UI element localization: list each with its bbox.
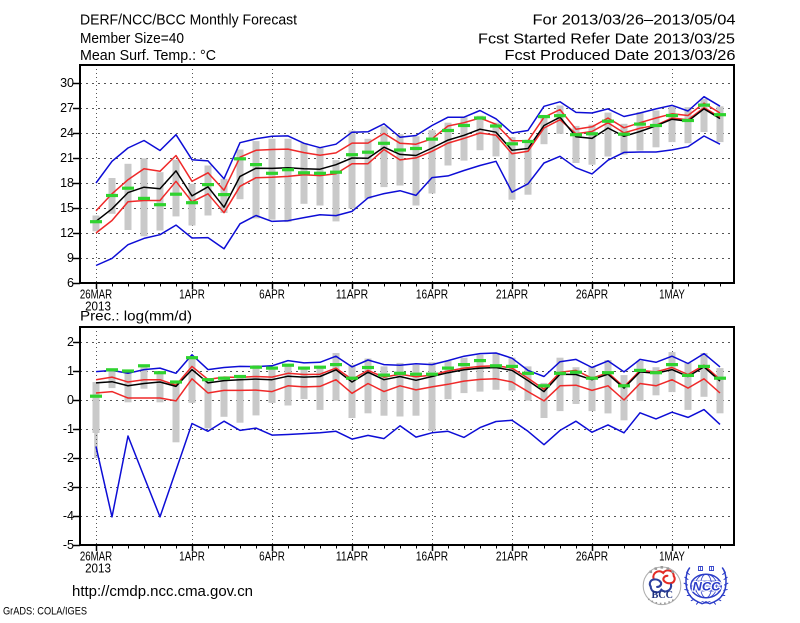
svg-text:Prec.: log(mm/d): Prec.: log(mm/d) xyxy=(80,309,192,324)
svg-text:GrADS: COLA/IGES: GrADS: COLA/IGES xyxy=(3,606,87,618)
svg-text:26MAR: 26MAR xyxy=(80,288,112,302)
svg-text:DERF/NCC/BCC Monthly Forecast: DERF/NCC/BCC Monthly Forecast xyxy=(80,12,298,29)
svg-text:http://cmdp.ncc.cma.gov.cn: http://cmdp.ncc.cma.gov.cn xyxy=(72,583,253,600)
svg-text:6: 6 xyxy=(67,276,74,290)
svg-text:21APR: 21APR xyxy=(496,550,528,564)
svg-text:2: 2 xyxy=(67,335,74,349)
svg-text:21: 21 xyxy=(60,151,74,165)
svg-text:15: 15 xyxy=(60,201,74,215)
svg-text:26APR: 26APR xyxy=(576,550,608,564)
svg-text:9: 9 xyxy=(67,251,74,265)
svg-text:24: 24 xyxy=(60,126,74,140)
svg-text:6APR: 6APR xyxy=(259,288,285,302)
svg-text:11APR: 11APR xyxy=(336,550,368,564)
svg-text:12: 12 xyxy=(60,226,74,240)
svg-text:1MAY: 1MAY xyxy=(659,288,685,302)
svg-text:30: 30 xyxy=(60,76,74,90)
svg-text:-2: -2 xyxy=(63,451,74,465)
svg-text:16APR: 16APR xyxy=(416,550,448,564)
svg-text:-1: -1 xyxy=(63,422,74,436)
svg-text:26APR: 26APR xyxy=(576,288,608,302)
svg-text:27: 27 xyxy=(60,101,74,115)
svg-text:18: 18 xyxy=(60,176,74,190)
svg-text:11APR: 11APR xyxy=(336,288,368,302)
svg-text:21APR: 21APR xyxy=(496,288,528,302)
svg-text:-3: -3 xyxy=(63,480,74,494)
svg-text:2013: 2013 xyxy=(85,300,111,314)
svg-text:Fcst Started Refer Date 2013/0: Fcst Started Refer Date 2013/03/25 xyxy=(478,31,735,48)
svg-text:1APR: 1APR xyxy=(179,288,205,302)
svg-text:-4: -4 xyxy=(63,509,74,523)
svg-text:6APR: 6APR xyxy=(259,550,285,564)
svg-text:-5: -5 xyxy=(63,538,74,552)
svg-text:Fcst Produced Date 2013/03/26: Fcst Produced Date 2013/03/26 xyxy=(505,47,736,64)
svg-text:1APR: 1APR xyxy=(179,550,205,564)
svg-text:NCC: NCC xyxy=(693,580,721,594)
svg-text:26MAR: 26MAR xyxy=(80,550,112,564)
svg-text:Mean Surf. Temp.: °C: Mean Surf. Temp.: °C xyxy=(80,47,216,64)
svg-text:16APR: 16APR xyxy=(416,288,448,302)
svg-text:2013: 2013 xyxy=(85,562,111,576)
svg-text:BCC: BCC xyxy=(652,590,674,601)
svg-text:Member Size=40: Member Size=40 xyxy=(80,30,184,47)
svg-text:1MAY: 1MAY xyxy=(659,550,685,564)
svg-text:0: 0 xyxy=(67,393,74,407)
svg-text:For 2013/03/26–2013/05/04: For 2013/03/26–2013/05/04 xyxy=(533,12,736,29)
svg-text:1: 1 xyxy=(67,364,74,378)
